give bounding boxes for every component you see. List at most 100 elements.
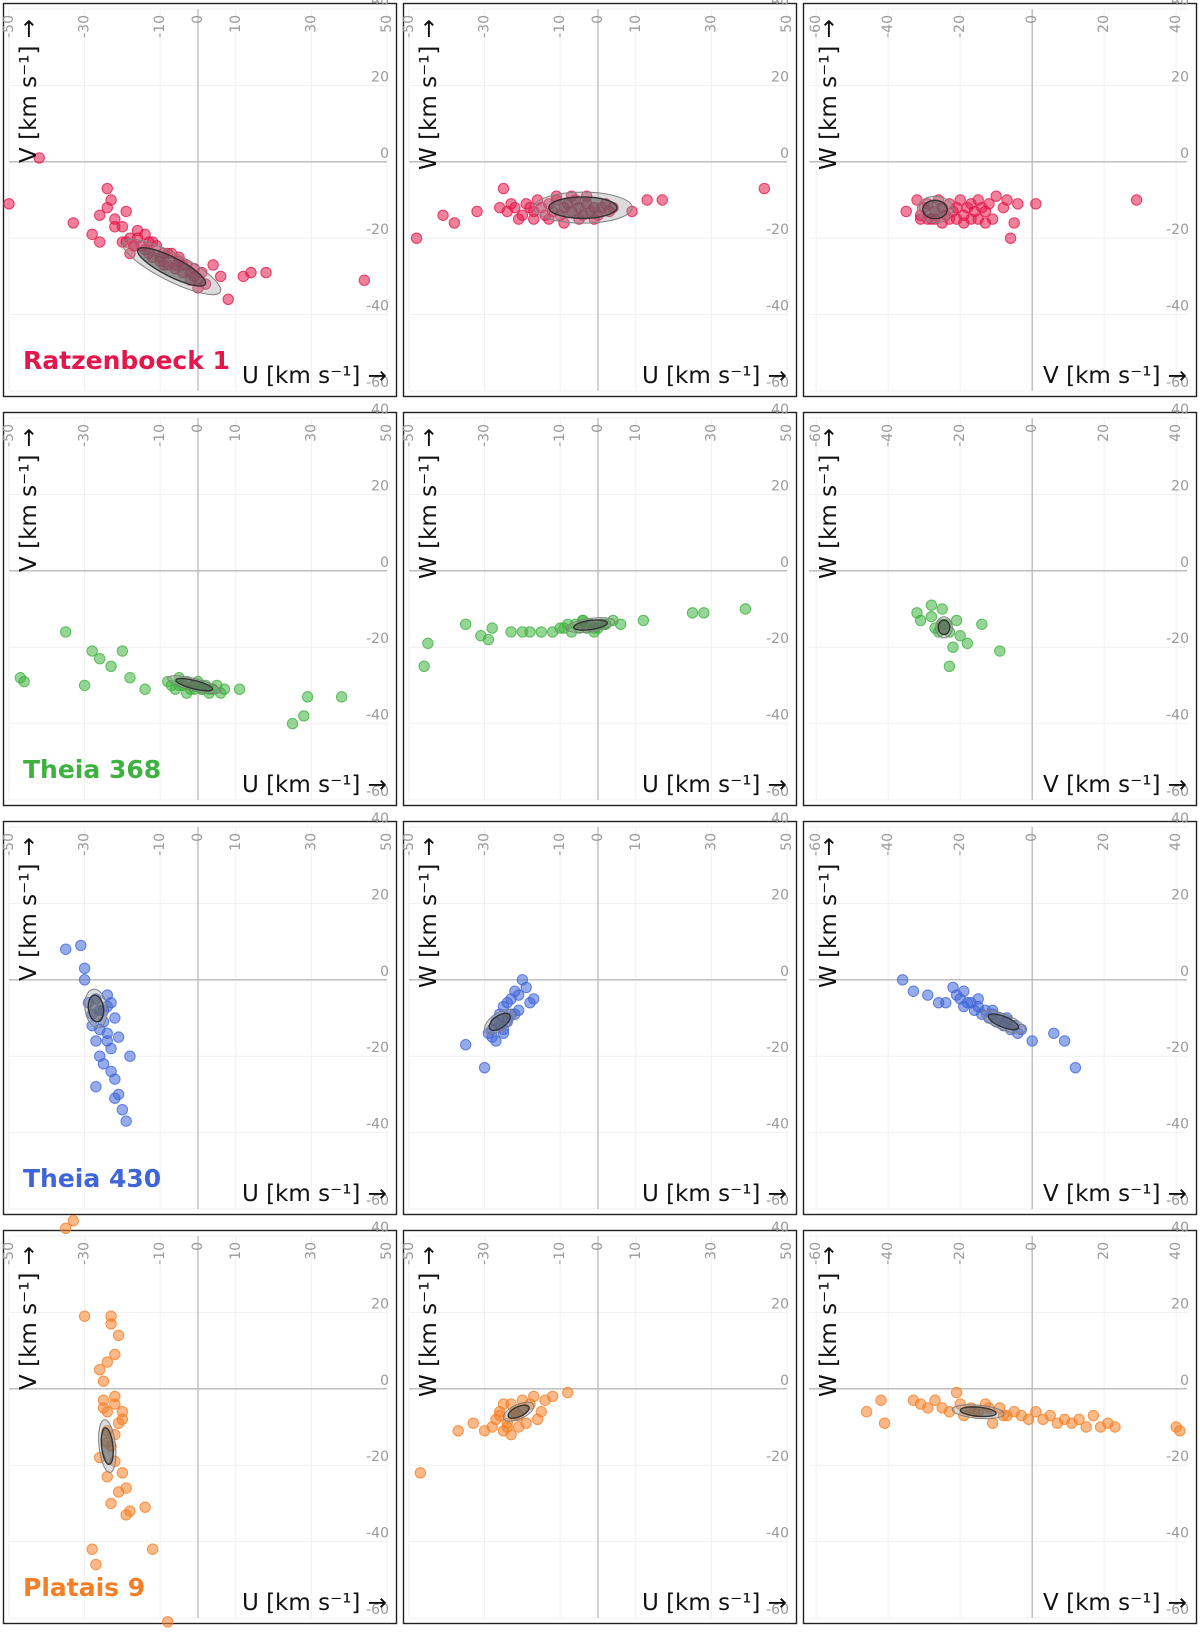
x-tick-label: 0	[590, 833, 606, 842]
x-tick-label: 30	[303, 424, 319, 442]
data-point	[128, 240, 140, 252]
x-axis-label: U [km s⁻¹] →	[642, 363, 787, 389]
y-tick-label: 0	[1180, 964, 1189, 980]
y-tick-label: -60	[366, 1602, 389, 1618]
data-point	[90, 1081, 102, 1093]
data-point	[739, 603, 752, 615]
data-point	[97, 1375, 110, 1387]
y-tick-label: 0	[1180, 146, 1189, 162]
data-point	[1012, 198, 1024, 210]
data-point	[947, 641, 959, 653]
y-tick-label: -20	[366, 631, 389, 647]
y-tick-label: -60	[766, 375, 789, 391]
x-tick-label: 10	[628, 833, 644, 851]
y-tick-label: 40	[1171, 811, 1189, 827]
panel-ratzenboeck-1-0: -50 -30 -10 0 10 30 50 40 20 0 -20 -40 -60 V [km s⁻¹]…	[1, 0, 398, 398]
data-point	[467, 1417, 479, 1429]
data-point	[528, 213, 540, 225]
data-point	[950, 1386, 963, 1399]
data-point	[860, 1406, 873, 1418]
data-point	[1026, 1035, 1038, 1047]
data-point	[335, 691, 348, 703]
data-point	[124, 672, 136, 684]
x-tick-label: 30	[703, 424, 719, 442]
y-tick-label: 0	[380, 964, 389, 980]
y-tick-label: 0	[380, 146, 389, 162]
x-tick-label: 0	[590, 1242, 606, 1251]
data-point	[1022, 1413, 1035, 1426]
y-tick-label: 0	[780, 1373, 789, 1389]
data-point	[1058, 1035, 1071, 1047]
data-point	[60, 943, 72, 955]
data-point	[120, 205, 132, 218]
data-point	[109, 1348, 121, 1361]
data-point	[105, 1318, 117, 1330]
y-tick-label: 20	[771, 478, 789, 494]
data-point	[925, 610, 938, 623]
data-point	[3, 198, 15, 210]
x-axis-label: U [km s⁻¹] →	[642, 1181, 787, 1207]
y-tick-label: 0	[380, 555, 389, 571]
x-tick-label: 30	[703, 15, 719, 33]
y-tick-label: 20	[371, 1296, 389, 1312]
y-tick-label: -60	[366, 375, 389, 391]
data-point	[686, 607, 699, 619]
y-tick-label: 40	[771, 0, 789, 9]
x-tick-label: -30	[477, 833, 493, 856]
data-point	[358, 274, 371, 286]
x-axis-label: V [km s⁻¹] →	[1043, 772, 1187, 798]
x-tick-label: -50	[1, 15, 17, 38]
x-tick-label: 0	[1024, 424, 1040, 433]
data-point	[535, 1406, 548, 1418]
y-tick-label: -60	[766, 1193, 789, 1209]
data-point	[18, 675, 30, 688]
x-tick-label: -30	[477, 15, 493, 38]
y-tick-label: -40	[366, 708, 389, 724]
data-point	[914, 614, 927, 627]
data-point	[112, 1329, 125, 1342]
x-tick-label: -10	[152, 1242, 168, 1265]
data-point	[979, 217, 992, 229]
x-tick-label: 30	[303, 833, 319, 851]
y-axis-label: W [km s⁻¹] →	[416, 428, 442, 579]
data-point	[878, 1417, 891, 1429]
x-tick-label: -40	[880, 833, 896, 856]
data-point	[698, 607, 710, 619]
y-tick-label: 40	[371, 811, 389, 827]
data-point	[116, 1467, 129, 1479]
data-point	[109, 213, 121, 225]
y-tick-label: -60	[1166, 1602, 1189, 1618]
panel-frame	[2, 1229, 398, 1625]
x-tick-label: 50	[379, 15, 395, 33]
ellipse-inner	[87, 994, 105, 1023]
x-tick-label: -30	[77, 1242, 93, 1265]
x-tick-label: 0	[590, 15, 606, 24]
y-axis-label: V [km s⁻¹] →	[16, 837, 42, 981]
x-axis-label: U [km s⁻¹] →	[242, 1590, 387, 1616]
x-tick-label: 0	[190, 424, 206, 433]
x-tick-label: 30	[703, 1242, 719, 1260]
x-tick-label: 50	[779, 833, 795, 851]
data-point	[983, 198, 995, 210]
data-point	[86, 645, 98, 657]
data-point	[105, 660, 117, 673]
x-tick-label: 40	[1168, 424, 1184, 442]
cluster-name: Theia 430	[23, 1164, 161, 1193]
x-tick-label: 50	[379, 424, 395, 442]
x-tick-label: -60	[808, 424, 824, 447]
y-tick-label: 0	[380, 1373, 389, 1389]
data-point	[1030, 198, 1042, 210]
x-tick-label: -30	[477, 1242, 493, 1265]
data-point	[494, 1409, 506, 1422]
x-axis-label: V [km s⁻¹] →	[1043, 1181, 1187, 1207]
data-point	[954, 194, 966, 206]
data-point	[78, 679, 91, 692]
x-tick-label: 30	[703, 833, 719, 851]
y-tick-label: -20	[766, 1040, 789, 1056]
y-tick-label: -40	[1166, 1526, 1189, 1542]
data-point	[501, 1421, 513, 1433]
data-point	[907, 985, 920, 997]
data-point	[222, 293, 234, 306]
